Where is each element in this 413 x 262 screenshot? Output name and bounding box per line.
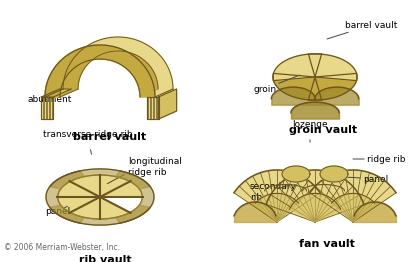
- Polygon shape: [290, 193, 341, 222]
- Text: barrel vault: barrel vault: [74, 132, 147, 142]
- Text: lozenge: lozenge: [292, 120, 328, 129]
- Polygon shape: [45, 37, 173, 97]
- Polygon shape: [309, 73, 357, 100]
- Text: fan vault: fan vault: [299, 239, 355, 249]
- Text: abutment: abutment: [28, 95, 72, 103]
- Text: secondary
rib: secondary rib: [250, 182, 297, 202]
- Text: groin vault: groin vault: [289, 125, 357, 135]
- Polygon shape: [45, 45, 155, 97]
- Text: ridge rib: ridge rib: [353, 155, 406, 163]
- Polygon shape: [273, 73, 322, 100]
- Polygon shape: [70, 175, 100, 197]
- Polygon shape: [58, 175, 142, 219]
- Polygon shape: [147, 97, 159, 119]
- Polygon shape: [255, 193, 299, 222]
- Polygon shape: [100, 197, 130, 219]
- Text: groin: groin: [253, 75, 300, 94]
- Polygon shape: [273, 54, 322, 81]
- Polygon shape: [100, 175, 130, 197]
- Polygon shape: [60, 51, 158, 97]
- Polygon shape: [58, 197, 100, 212]
- Polygon shape: [41, 97, 53, 119]
- Polygon shape: [100, 182, 142, 197]
- Polygon shape: [116, 171, 154, 223]
- Text: transverse ridge rib: transverse ridge rib: [43, 130, 133, 139]
- Polygon shape: [234, 170, 320, 222]
- Polygon shape: [320, 166, 348, 182]
- Polygon shape: [58, 182, 100, 197]
- Polygon shape: [309, 54, 357, 81]
- Text: longitudinal
ridge rib: longitudinal ridge rib: [128, 157, 182, 177]
- Polygon shape: [50, 169, 150, 189]
- Polygon shape: [46, 171, 84, 223]
- Polygon shape: [310, 170, 396, 222]
- Polygon shape: [70, 197, 100, 219]
- Polygon shape: [266, 170, 364, 222]
- Text: panel: panel: [345, 174, 388, 183]
- Polygon shape: [41, 89, 71, 97]
- Text: rib vault: rib vault: [79, 255, 131, 262]
- Polygon shape: [50, 205, 150, 225]
- Polygon shape: [159, 89, 177, 119]
- Polygon shape: [332, 193, 375, 222]
- Text: barrel vault: barrel vault: [327, 20, 397, 39]
- Polygon shape: [282, 166, 310, 182]
- Text: © 2006 Merriam-Webster, Inc.: © 2006 Merriam-Webster, Inc.: [4, 243, 120, 252]
- Text: panel: panel: [45, 208, 70, 216]
